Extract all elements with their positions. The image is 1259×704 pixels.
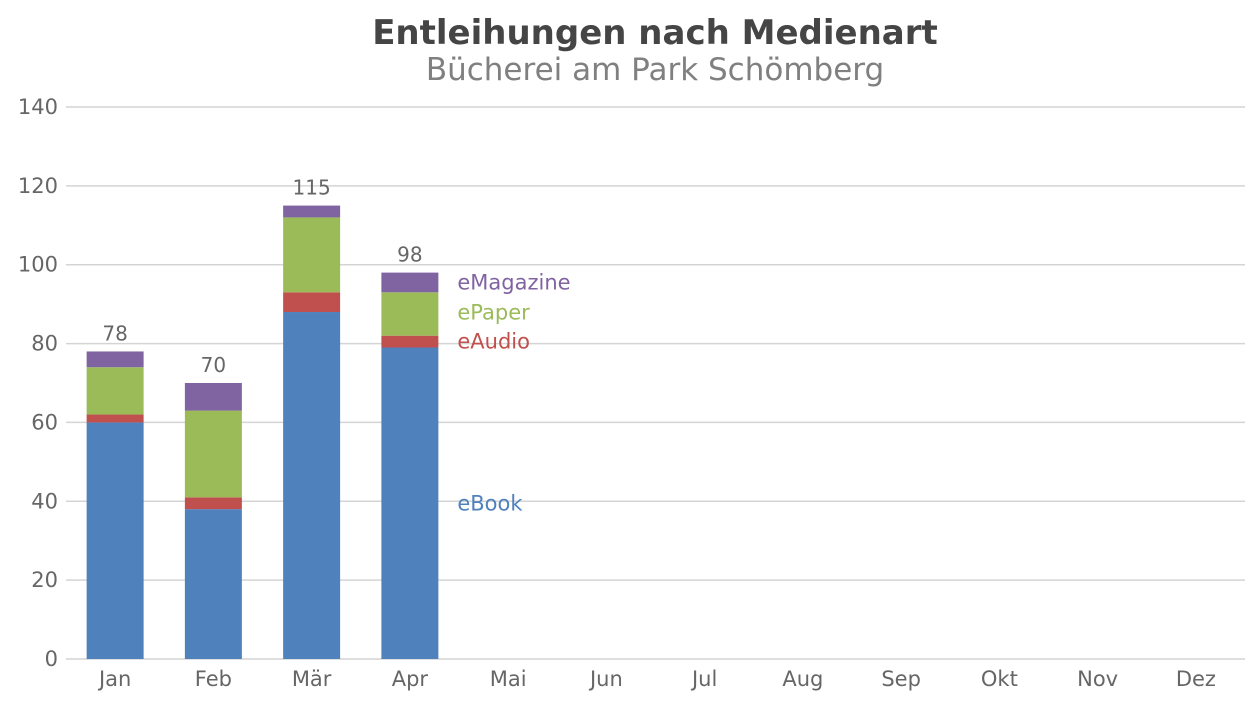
- x-tick-label: Mai: [490, 667, 527, 691]
- x-tick-label: Sep: [881, 667, 921, 691]
- total-label: 98: [397, 243, 422, 267]
- series-label-eaudio: eAudio: [457, 330, 530, 354]
- bar-segment-epaper: [283, 217, 341, 293]
- series-label-emagazine: eMagazine: [457, 270, 570, 294]
- chart-title: Entleihungen nach Medienart: [372, 13, 938, 53]
- x-tick-label: Nov: [1077, 667, 1118, 691]
- bar-segment-ebook: [184, 509, 242, 659]
- x-tick-label: Jan: [97, 667, 131, 691]
- bar-segment-emagazine: [283, 205, 341, 218]
- bar-segment-ebook: [283, 312, 341, 659]
- total-label: 78: [102, 321, 127, 345]
- bar-segment-emagazine: [86, 351, 144, 368]
- series-labels: eBook eAudio ePaper eMagazine: [457, 270, 570, 515]
- series-label-epaper: ePaper: [457, 301, 530, 325]
- bar-segment-eaudio: [184, 497, 242, 510]
- bar-segment-eaudio: [283, 292, 341, 313]
- bar-segment-emagazine: [184, 383, 242, 411]
- x-tick-label: Jul: [690, 667, 717, 691]
- bars: [86, 205, 439, 659]
- bar-segment-eaudio: [381, 335, 439, 348]
- y-tick-label: 40: [31, 489, 58, 513]
- bar-segment-emagazine: [381, 272, 439, 293]
- y-tick-label: 20: [31, 568, 58, 592]
- y-tick-label: 100: [18, 253, 58, 277]
- gridlines: [66, 106, 1245, 660]
- x-axis-ticks: Jan Feb Mär Apr Mai Jun Jul Aug Sep Okt Nov Dez: [97, 667, 1216, 691]
- bar-segment-epaper: [184, 410, 242, 498]
- x-tick-label: Feb: [195, 667, 232, 691]
- total-label: 115: [293, 176, 331, 200]
- y-tick-label: 0: [45, 647, 58, 671]
- bar-segment-ebook: [381, 347, 439, 659]
- y-tick-label: 60: [31, 410, 58, 434]
- bar-segment-epaper: [381, 292, 439, 336]
- x-tick-label: Mär: [292, 667, 332, 691]
- y-tick-label: 140: [18, 95, 58, 119]
- x-tick-label: Okt: [981, 667, 1018, 691]
- x-tick-label: Apr: [392, 667, 429, 691]
- y-axis-ticks: 0 20 40 60 80 100 120 140: [18, 95, 58, 671]
- y-tick-label: 120: [18, 174, 58, 198]
- x-tick-label: Dez: [1176, 667, 1216, 691]
- total-label: 70: [201, 353, 226, 377]
- bar-segment-eaudio: [86, 414, 144, 423]
- x-tick-label: Aug: [782, 667, 823, 691]
- x-tick-label: Jun: [588, 667, 623, 691]
- bar-segment-ebook: [86, 422, 144, 659]
- y-tick-label: 80: [31, 332, 58, 356]
- chart-subtitle: Bücherei am Park Schömberg: [426, 52, 884, 88]
- total-labels: 78 70 115 98: [102, 176, 422, 377]
- bar-segment-epaper: [86, 367, 144, 415]
- series-label-ebook: eBook: [457, 491, 523, 515]
